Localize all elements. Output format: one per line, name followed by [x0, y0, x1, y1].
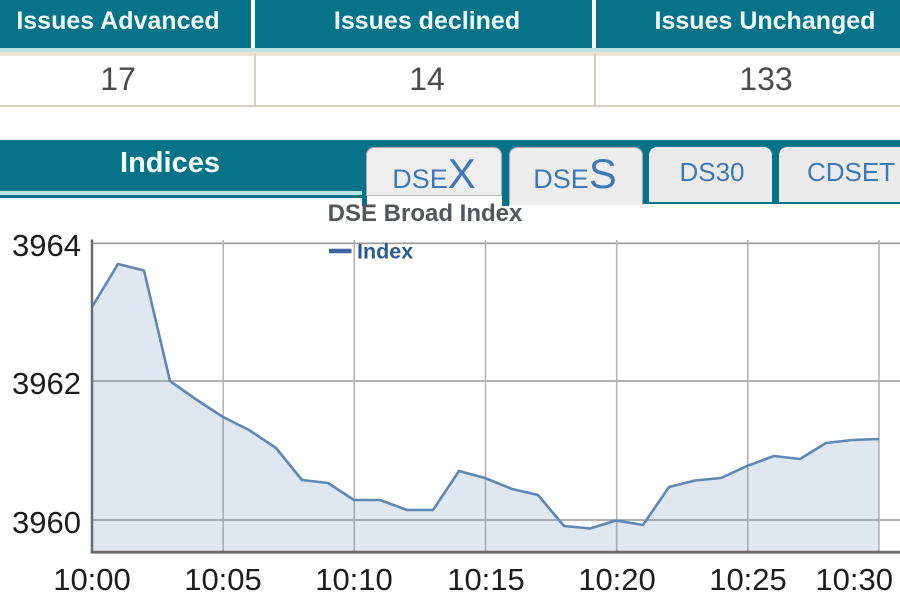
svg-text:DSE Broad Index: DSE Broad Index [328, 200, 523, 227]
svg-text:CDSET: CDSET [807, 157, 895, 187]
svg-text:3964: 3964 [12, 228, 81, 263]
svg-text:DS30: DS30 [679, 157, 744, 187]
svg-text:10:20: 10:20 [578, 562, 656, 597]
svg-text:10:30: 10:30 [815, 562, 893, 597]
svg-text:3962: 3962 [12, 366, 81, 401]
svg-text:10:00: 10:00 [53, 562, 131, 597]
svg-text:10:25: 10:25 [709, 562, 787, 597]
svg-text:10:05: 10:05 [184, 562, 262, 597]
svg-text:10:10: 10:10 [315, 562, 393, 597]
svg-text:3960: 3960 [12, 505, 81, 540]
svg-text:DSES: DSES [533, 150, 617, 197]
svg-text:DSEX: DSEX [392, 150, 476, 197]
svg-text:Index: Index [357, 240, 413, 264]
svg-text:10:15: 10:15 [447, 562, 525, 597]
